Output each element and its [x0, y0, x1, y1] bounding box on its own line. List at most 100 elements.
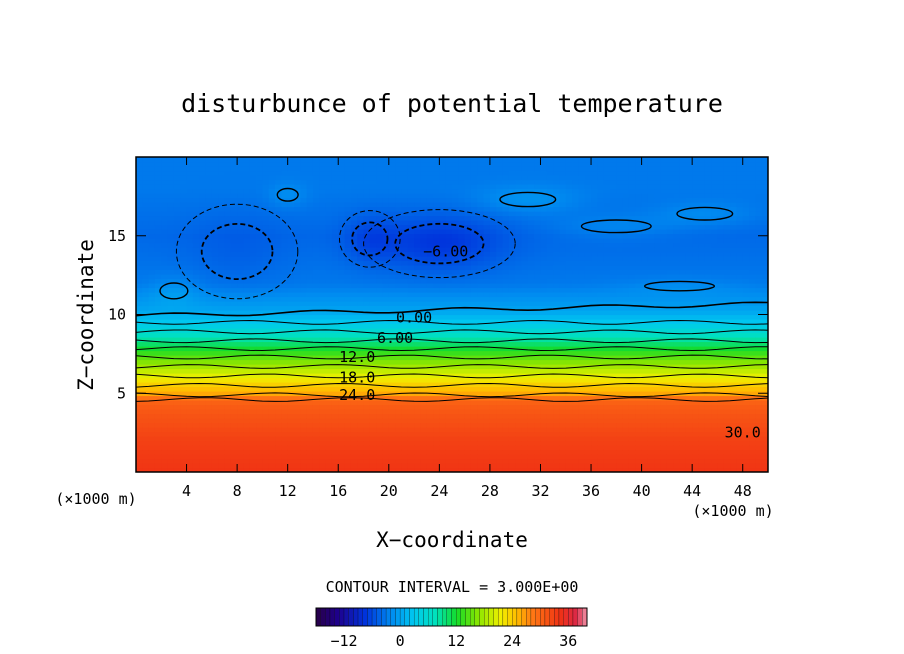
heatmap-cell — [243, 382, 251, 388]
heatmap-cell — [527, 409, 535, 415]
heatmap-cell — [306, 377, 314, 383]
heatmap-cell — [319, 449, 327, 455]
heatmap-cell — [395, 368, 403, 374]
heatmap-cell — [281, 431, 289, 437]
heatmap-cell — [136, 458, 143, 464]
heatmap-cell — [275, 386, 282, 392]
heatmap-cell — [376, 229, 384, 235]
heatmap-cell — [433, 328, 440, 334]
heatmap-cell — [376, 157, 384, 163]
heatmap-cell — [218, 166, 226, 172]
heatmap-cell — [521, 314, 529, 320]
heatmap-cell — [489, 229, 497, 235]
heatmap-cell — [154, 215, 162, 221]
heatmap-cell — [319, 337, 327, 343]
heatmap-cell — [395, 242, 403, 248]
heatmap-cell — [294, 197, 301, 203]
heatmap-cell — [578, 463, 586, 469]
heatmap-cell — [230, 161, 238, 167]
heatmap-cell — [496, 206, 504, 212]
heatmap-cell — [136, 377, 143, 383]
heatmap-cell — [148, 269, 156, 275]
heatmap-cell — [376, 238, 384, 244]
heatmap-cell — [477, 265, 485, 271]
heatmap-cell — [521, 319, 529, 325]
heatmap-cell — [136, 161, 143, 167]
heatmap-cell — [186, 233, 194, 239]
heatmap-cell — [319, 197, 327, 203]
heatmap-cell — [496, 400, 504, 406]
heatmap-cell — [319, 440, 327, 446]
heatmap-cell — [515, 445, 523, 451]
heatmap-cell — [192, 251, 200, 257]
heatmap-cell — [401, 238, 409, 244]
heatmap-cell — [357, 314, 365, 320]
heatmap-cell — [578, 211, 586, 217]
heatmap-cell — [148, 337, 156, 343]
heatmap-cell — [319, 301, 327, 307]
heatmap-cell — [287, 274, 295, 280]
heatmap-cell — [559, 170, 567, 176]
heatmap-cell — [369, 274, 377, 280]
heatmap-cell — [192, 166, 200, 172]
heatmap-cell — [483, 355, 491, 361]
heatmap-cell — [325, 287, 333, 293]
heatmap-cell — [527, 431, 535, 437]
heatmap-cell — [420, 368, 428, 374]
heatmap-cell — [426, 301, 434, 307]
heatmap-cell — [230, 382, 238, 388]
heatmap-cell — [243, 197, 251, 203]
heatmap-cell — [142, 440, 150, 446]
heatmap-cell — [376, 382, 384, 388]
heatmap-cell — [256, 404, 263, 410]
heatmap-cell — [268, 256, 276, 262]
heatmap-cell — [294, 184, 301, 190]
heatmap-cell — [173, 287, 181, 293]
heatmap-cell — [382, 418, 390, 424]
heatmap-cell — [420, 188, 428, 194]
heatmap-cell — [433, 368, 440, 374]
heatmap-cell — [376, 197, 384, 203]
heatmap-cell — [470, 157, 478, 163]
heatmap-cell — [369, 328, 377, 334]
heatmap-cell — [142, 283, 150, 289]
heatmap-cell — [553, 179, 561, 185]
heatmap-cell — [369, 359, 377, 365]
heatmap-cell — [148, 292, 156, 298]
heatmap-cell — [281, 458, 289, 464]
heatmap-cell — [268, 301, 276, 307]
heatmap-cell — [256, 296, 263, 302]
heatmap-cell — [218, 332, 226, 338]
heatmap-cell — [521, 440, 529, 446]
heatmap-cell — [338, 400, 346, 406]
heatmap-cell — [186, 256, 194, 262]
heatmap-cell — [230, 166, 238, 172]
heatmap-cell — [275, 364, 282, 370]
heatmap-cell — [363, 184, 371, 190]
heatmap-cell — [192, 368, 200, 374]
heatmap-cell — [565, 332, 573, 338]
heatmap-cell — [502, 436, 510, 442]
heatmap-cell — [414, 458, 421, 464]
heatmap-cell — [496, 341, 504, 347]
heatmap-cell — [452, 211, 459, 217]
heatmap-cell — [553, 269, 561, 275]
heatmap-cell — [192, 197, 200, 203]
heatmap-cell — [363, 337, 371, 343]
heatmap-cell — [148, 251, 156, 257]
heatmap-cell — [249, 400, 257, 406]
heatmap-cell — [439, 454, 447, 460]
heatmap-cell — [192, 305, 200, 311]
heatmap-cell — [439, 427, 447, 433]
heatmap-cell — [357, 463, 365, 469]
heatmap-cell — [249, 413, 257, 419]
heatmap-cell — [306, 292, 314, 298]
heatmap-cell — [180, 382, 188, 388]
heatmap-cell — [477, 292, 485, 298]
heatmap-cell — [439, 413, 447, 419]
heatmap-cell — [325, 445, 333, 451]
heatmap-cell — [268, 283, 276, 289]
heatmap-cell — [464, 445, 472, 451]
heatmap-cell — [300, 422, 308, 428]
heatmap-cell — [237, 458, 245, 464]
